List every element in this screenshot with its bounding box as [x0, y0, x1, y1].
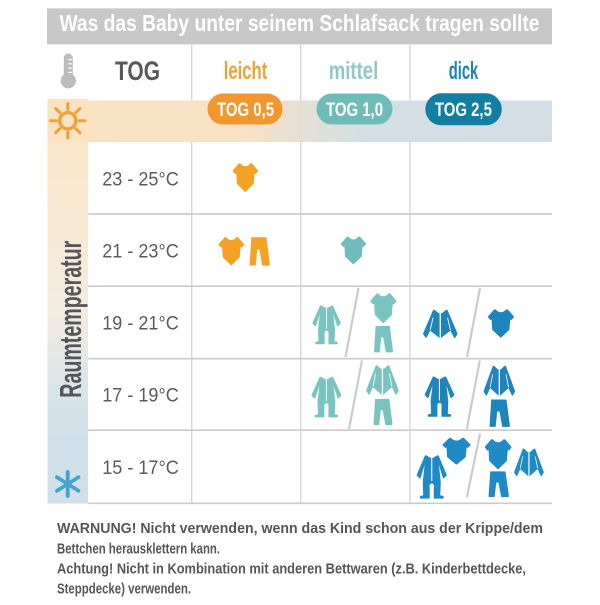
- svg-text:17 - 19°C: 17 - 19°C: [102, 385, 179, 407]
- svg-text:TOG: TOG: [115, 56, 160, 86]
- svg-text:Was das Baby unter seinem Schl: Was das Baby unter seinem Schlafsack tra…: [60, 10, 540, 36]
- svg-text:Achtung! Nicht in Kombination: Achtung! Nicht in Kombination mit andere…: [57, 561, 526, 578]
- svg-text:19 - 21°C: 19 - 21°C: [102, 313, 179, 335]
- svg-text:TOG 2,5: TOG 2,5: [435, 99, 492, 121]
- svg-text:TOG 1,0: TOG 1,0: [326, 99, 383, 121]
- svg-text:WARNUNG! Nicht verwenden, wenn: WARNUNG! Nicht verwenden, wenn das Kind …: [57, 520, 543, 537]
- svg-text:15 - 17°C: 15 - 17°C: [102, 457, 179, 479]
- svg-text:TOG 0,5: TOG 0,5: [217, 99, 274, 121]
- svg-text:21 - 23°C: 21 - 23°C: [102, 240, 179, 262]
- svg-text:Raumtemperatur: Raumtemperatur: [53, 241, 88, 398]
- svg-text:dick: dick: [449, 57, 479, 85]
- svg-text:Steppdecke) verwenden.: Steppdecke) verwenden.: [57, 581, 191, 598]
- svg-text:leicht: leicht: [224, 57, 268, 85]
- svg-text:Bettchen herausklettern kann.: Bettchen herausklettern kann.: [57, 540, 220, 557]
- svg-text:23 - 25°C: 23 - 25°C: [102, 169, 179, 191]
- svg-text:mittel: mittel: [329, 57, 379, 85]
